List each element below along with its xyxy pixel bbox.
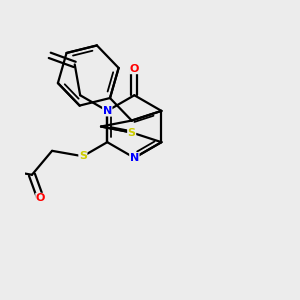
Text: S: S <box>79 151 87 161</box>
Text: N: N <box>103 106 112 116</box>
Text: O: O <box>130 64 139 74</box>
Text: S: S <box>128 128 136 137</box>
Text: N: N <box>130 153 139 163</box>
Text: O: O <box>36 193 45 203</box>
